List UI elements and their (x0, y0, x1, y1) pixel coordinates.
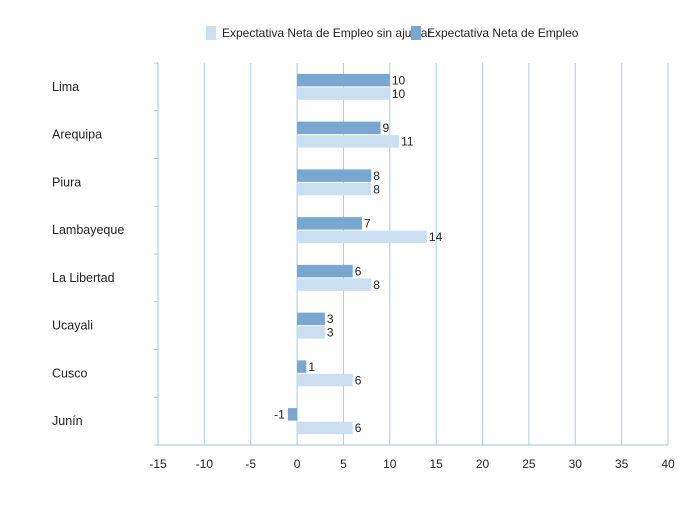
x-tick-label: 0 (294, 457, 301, 471)
x-tick-label: 35 (615, 457, 629, 471)
category-label: Lambayeque (52, 223, 124, 237)
legend-swatch-2 (411, 26, 421, 40)
data-label: 6 (355, 373, 362, 387)
data-label: 6 (355, 421, 362, 435)
bar-adjusted (297, 121, 381, 135)
bar-adjusted (287, 408, 298, 421)
category-label: Junín (52, 414, 83, 428)
bar-unadjusted (297, 278, 372, 291)
category-label: Lima (52, 80, 79, 94)
category-label: Ucayali (52, 319, 93, 333)
x-tick-label: 40 (661, 457, 675, 471)
category-label: Cusco (52, 366, 87, 380)
data-label: 7 (364, 217, 371, 231)
x-tick-label: -5 (245, 457, 256, 471)
category-label: Piura (52, 175, 81, 189)
legend-label-2: Expectativa Neta de Empleo (427, 26, 579, 40)
category-label: La Libertad (52, 271, 115, 285)
chart-legend: Expectativa Neta de Empleo sin ajustarEx… (206, 26, 579, 40)
bar-adjusted (297, 264, 353, 278)
chart-grid (203, 63, 669, 445)
data-label: 11 (401, 135, 414, 149)
bar-adjusted (297, 312, 325, 326)
x-tick-label: 30 (569, 457, 583, 471)
x-tick-label: 25 (522, 457, 536, 471)
bar-adjusted (297, 73, 390, 87)
data-label: 10 (392, 87, 406, 101)
data-label: -1 (274, 408, 285, 422)
data-label: 3 (327, 312, 334, 326)
data-label: 10 (392, 73, 406, 87)
bar-unadjusted (297, 182, 372, 196)
data-label: 1 (308, 360, 315, 374)
data-label: 8 (373, 278, 380, 292)
x-tick-label: -15 (149, 457, 167, 471)
chart-axes (154, 62, 668, 446)
bar-unadjusted (297, 87, 390, 100)
bar-unadjusted (297, 373, 353, 387)
data-label: 14 (429, 230, 443, 244)
data-label: 8 (373, 169, 380, 183)
data-label: 8 (373, 182, 380, 196)
bar-unadjusted (297, 326, 325, 339)
bar-adjusted (297, 169, 372, 182)
data-label: 3 (327, 326, 334, 340)
bar-unadjusted (297, 421, 353, 435)
legend-swatch-1 (206, 26, 216, 40)
x-tick-label: -10 (196, 457, 214, 471)
bar-unadjusted (297, 230, 427, 244)
bar-adjusted (297, 360, 307, 373)
bar-unadjusted (297, 135, 400, 148)
x-tick-label: 5 (340, 457, 347, 471)
chart-bars (287, 73, 427, 435)
x-tick-label: 20 (476, 457, 490, 471)
bar-adjusted (297, 217, 362, 230)
data-label: 6 (355, 264, 362, 278)
x-tick-label: 15 (430, 457, 444, 471)
data-label: 9 (383, 121, 390, 135)
x-tick-label: 10 (383, 457, 397, 471)
legend-label-1: Expectativa Neta de Empleo sin ajustar (222, 26, 431, 40)
category-label: Arequipa (52, 128, 102, 142)
